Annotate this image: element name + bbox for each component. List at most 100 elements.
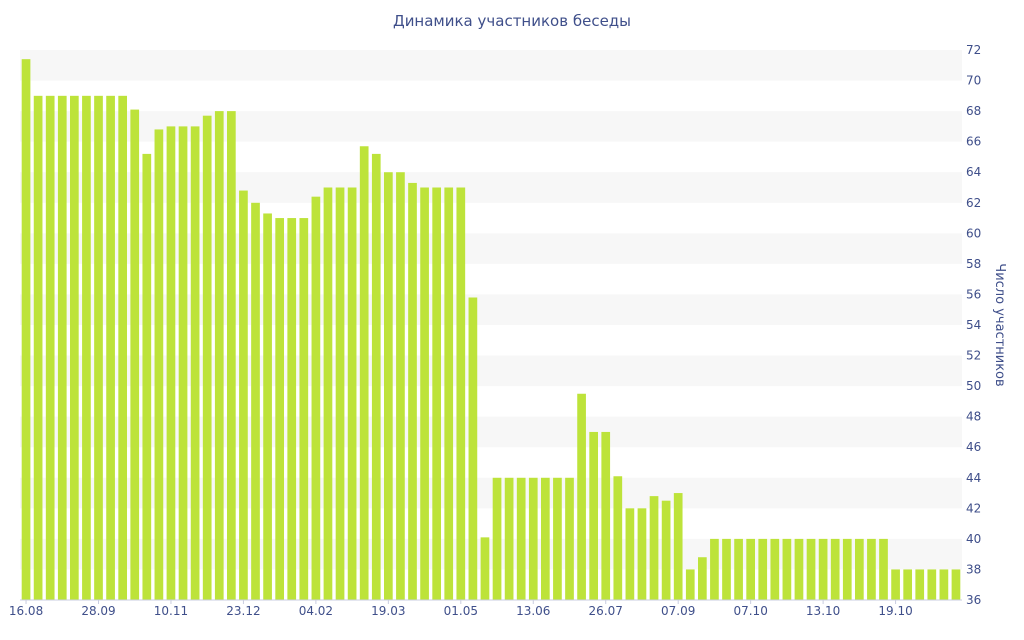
bar [541, 477, 550, 600]
bar [130, 109, 140, 600]
y-tick-label: 44 [966, 471, 981, 485]
bar [456, 187, 466, 600]
bar [613, 476, 623, 600]
x-tick-label: 07.09 [661, 604, 695, 618]
bar [673, 493, 683, 600]
bar [45, 95, 55, 600]
y-tick-label: 72 [966, 43, 981, 57]
bar [311, 196, 321, 601]
bar [275, 218, 285, 600]
bar [70, 95, 79, 600]
bar [722, 538, 731, 600]
grid-band [20, 111, 962, 142]
bar [818, 538, 828, 600]
bar [444, 187, 454, 600]
bar [915, 569, 925, 600]
bar [661, 500, 671, 600]
y-tick-label: 60 [966, 226, 981, 240]
bar [166, 126, 176, 600]
bar [734, 538, 743, 600]
x-tick-label: 19.03 [371, 604, 405, 618]
y-tick-label: 68 [966, 104, 981, 118]
bars [21, 59, 961, 601]
grid-band [20, 416, 962, 448]
grid-band [20, 50, 962, 81]
bar [227, 111, 236, 601]
y-tick-label: 52 [966, 349, 981, 363]
bar [432, 187, 442, 600]
x-tick-label: 16.08 [9, 604, 43, 618]
bar [371, 153, 381, 600]
bar [625, 508, 635, 600]
bar [939, 569, 949, 600]
bar [33, 95, 43, 600]
x-tick-label: 10.11 [154, 604, 188, 618]
bar [855, 538, 864, 600]
bar [830, 538, 840, 600]
x-tick-label: 28.09 [81, 604, 115, 618]
y-tick-label: 54 [966, 318, 981, 332]
bar [951, 569, 961, 600]
grid-band [20, 538, 962, 570]
y-tick-label: 38 [966, 562, 981, 576]
bar [528, 477, 538, 600]
x-tick-label: 19.10 [878, 604, 912, 618]
bar [565, 477, 574, 600]
x-tick-label: 07.10 [733, 604, 767, 618]
bar [57, 95, 67, 600]
grid-band [20, 355, 962, 387]
bar [649, 496, 659, 600]
y-tick-label: 48 [966, 410, 981, 424]
bar [94, 95, 103, 600]
bar [698, 557, 707, 600]
bar [553, 477, 562, 600]
bar [420, 187, 429, 600]
bar [384, 172, 393, 600]
bar [251, 202, 260, 600]
bar [335, 187, 345, 600]
bar [746, 538, 756, 600]
bar [685, 569, 695, 600]
bar [347, 187, 357, 600]
grid-band [20, 294, 962, 325]
grid-band [20, 233, 962, 264]
y-tick-label: 36 [966, 593, 981, 607]
bar [299, 218, 309, 600]
chart-title: Динамика участников беседы [392, 12, 632, 30]
bar [21, 59, 31, 601]
bar [710, 538, 719, 600]
x-tick-label: 23.12 [226, 604, 260, 618]
bar [770, 538, 780, 600]
bar [142, 153, 152, 600]
bar [480, 537, 490, 600]
bar [891, 569, 900, 600]
bar [106, 95, 115, 600]
y-tick-label: 46 [966, 440, 981, 454]
bar [396, 172, 405, 600]
bar [323, 187, 333, 600]
bar [154, 129, 164, 600]
bar [782, 538, 792, 600]
x-tick-label: 01.05 [444, 604, 478, 618]
y-tick-label: 56 [966, 287, 981, 301]
bar [794, 538, 804, 600]
y-tick-label: 64 [966, 165, 981, 179]
y-tick-label: 70 [966, 74, 981, 88]
bar [842, 538, 852, 600]
bar [903, 569, 913, 600]
bar [263, 213, 272, 600]
bar [408, 182, 417, 601]
bar [190, 126, 200, 600]
y-tick-label: 40 [966, 532, 981, 546]
bar [202, 115, 212, 600]
y-axis-ticks: 36 38 40 42 44 46 48 50 52 54 56 58 60 62 64 66 68 70 72 [966, 43, 981, 607]
x-tick-label: 13.06 [516, 604, 550, 618]
bar [867, 538, 876, 600]
y-axis-title: Число участников [992, 263, 1007, 386]
x-tick-label: 04.02 [299, 604, 333, 618]
bar [359, 146, 369, 600]
x-axis-ticks: 16.08 28.09 10.11 23.12 04.02 19.03 01.05 13.06… [9, 600, 913, 618]
y-tick-label: 62 [966, 196, 981, 210]
